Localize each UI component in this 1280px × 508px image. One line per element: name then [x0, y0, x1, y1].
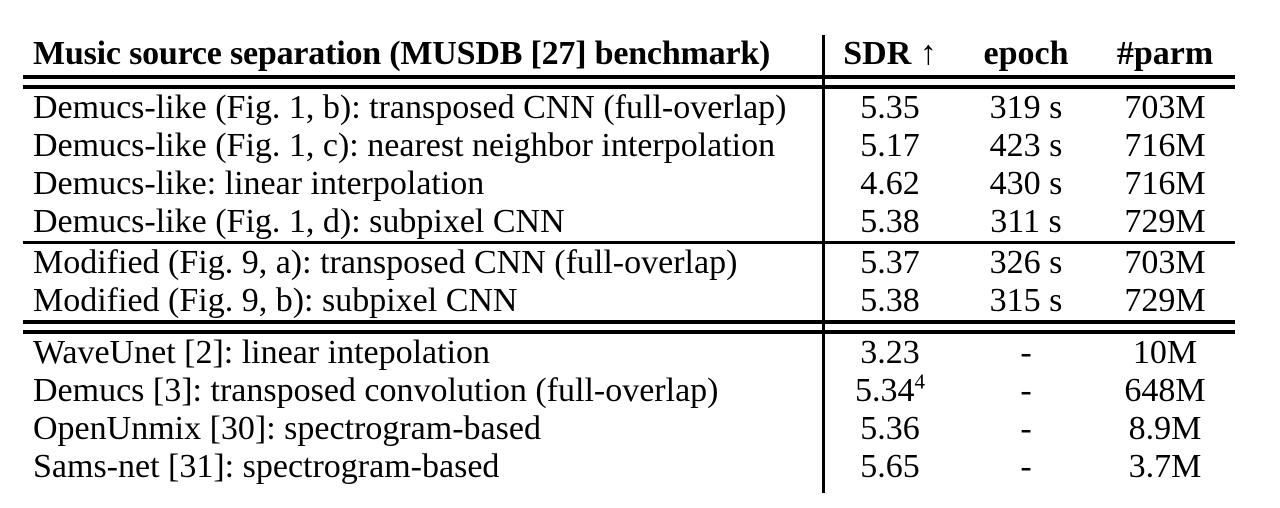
table-row: Demucs-like (Fig. 1, c): nearest neighbo…	[23, 127, 1235, 165]
section-baselines: WaveUnet [2]: linear intepolation 3.23 -…	[23, 334, 1235, 486]
sdr-value: 5.37	[823, 244, 957, 282]
parm-value: 729M	[1124, 282, 1206, 319]
sdr-number: 5.65	[860, 448, 920, 485]
sdr-value: 3.23	[823, 334, 957, 372]
sdr-value: 5.35	[823, 89, 957, 127]
sdr-number: 5.38	[860, 203, 920, 240]
sdr-number: 5.37	[860, 244, 920, 281]
row-label: Demucs-like (Fig. 1, d): subpixel CNN	[33, 203, 565, 240]
table-row: Demucs-like (Fig. 1, b): transposed CNN …	[23, 89, 1235, 127]
parm-value: 8.9M	[1128, 410, 1202, 447]
sdr-number: 5.35	[860, 89, 920, 126]
header-double-rule	[23, 75, 1235, 89]
parm-value: 3.7M	[1128, 448, 1202, 485]
table-row: Demucs-like (Fig. 1, d): subpixel CNN 5.…	[23, 203, 1235, 241]
baseline-double-rule	[23, 320, 1235, 334]
sdr-superscript: 4	[914, 369, 926, 394]
epoch-value: -	[1020, 372, 1032, 409]
parm-value: 703M	[1124, 89, 1206, 126]
table-row: Demucs [3]: transposed convolution (full…	[23, 369, 1235, 410]
row-label: Demucs-like: linear interpolation	[33, 165, 485, 202]
epoch-value: -	[1020, 410, 1032, 447]
sdr-value: 5.36	[823, 410, 957, 448]
sdr-value: 5.344	[823, 369, 957, 410]
table-row: Modified (Fig. 9, b): subpixel CNN 5.38 …	[23, 282, 1235, 320]
epoch-value: 315 s	[989, 282, 1063, 319]
epoch-value: 319 s	[989, 89, 1063, 126]
row-label: Modified (Fig. 9, a): transposed CNN (fu…	[33, 244, 738, 281]
column-divider-rule	[822, 35, 825, 493]
row-label: Modified (Fig. 9, b): subpixel CNN	[33, 282, 518, 319]
table-title: Music source separation (MUSDB [27] benc…	[33, 35, 771, 72]
sdr-value: 5.65	[823, 448, 957, 486]
sdr-number: 4.62	[860, 165, 920, 202]
table-row: Demucs-like: linear interpolation 4.62 4…	[23, 165, 1235, 203]
sdr-number: 5.17	[860, 127, 920, 164]
epoch-value: 430 s	[989, 165, 1063, 202]
table-row: WaveUnet [2]: linear intepolation 3.23 -…	[23, 334, 1235, 372]
epoch-value: 423 s	[989, 127, 1063, 164]
row-label: Demucs [3]: transposed convolution (full…	[33, 372, 719, 409]
table-header-row: Music source separation (MUSDB [27] benc…	[23, 33, 1235, 75]
sdr-number: 5.38	[860, 282, 920, 319]
parm-value: 648M	[1124, 372, 1206, 409]
table-row: Modified (Fig. 9, a): transposed CNN (fu…	[23, 244, 1235, 282]
epoch-value: -	[1020, 448, 1032, 485]
sdr-number: 3.23	[860, 334, 920, 371]
sdr-value: 4.62	[823, 165, 957, 203]
parm-value: 729M	[1124, 203, 1206, 240]
column-header-sdr: SDR ↑	[823, 35, 957, 73]
table-row: OpenUnmix [30]: spectrogram-based 5.36 -…	[23, 410, 1235, 448]
paper-table: Music source separation (MUSDB [27] benc…	[23, 33, 1235, 493]
row-label: WaveUnet [2]: linear intepolation	[33, 334, 491, 371]
column-header-epoch: epoch	[983, 35, 1069, 72]
section-modified: Modified (Fig. 9, a): transposed CNN (fu…	[23, 244, 1235, 320]
parm-value: 716M	[1124, 127, 1206, 164]
column-header-parm: #parm	[1116, 35, 1214, 72]
row-label: OpenUnmix [30]: spectrogram-based	[33, 410, 541, 447]
section-divider-rule	[23, 241, 1235, 244]
section-demucs-like: Demucs-like (Fig. 1, b): transposed CNN …	[23, 89, 1235, 241]
sdr-value: 5.17	[823, 127, 957, 165]
row-label: Demucs-like (Fig. 1, c): nearest neighbo…	[33, 127, 776, 164]
sdr-value: 5.38	[823, 282, 957, 320]
column-header-sdr-label: SDR	[843, 35, 912, 72]
parm-value: 716M	[1124, 165, 1206, 202]
row-label: Sams-net [31]: spectrogram-based	[33, 448, 500, 485]
epoch-value: 311 s	[990, 203, 1062, 240]
row-label: Demucs-like (Fig. 1, b): transposed CNN …	[33, 89, 787, 126]
sdr-number: 5.36	[860, 410, 920, 447]
sdr-number: 5.34	[855, 372, 915, 409]
parm-value: 703M	[1124, 244, 1206, 281]
table-row: Sams-net [31]: spectrogram-based 5.65 - …	[23, 448, 1235, 486]
epoch-value: 326 s	[989, 244, 1063, 281]
parm-value: 10M	[1132, 334, 1198, 371]
up-arrow-icon: ↑	[919, 35, 937, 72]
sdr-value: 5.38	[823, 203, 957, 241]
epoch-value: -	[1020, 334, 1032, 371]
